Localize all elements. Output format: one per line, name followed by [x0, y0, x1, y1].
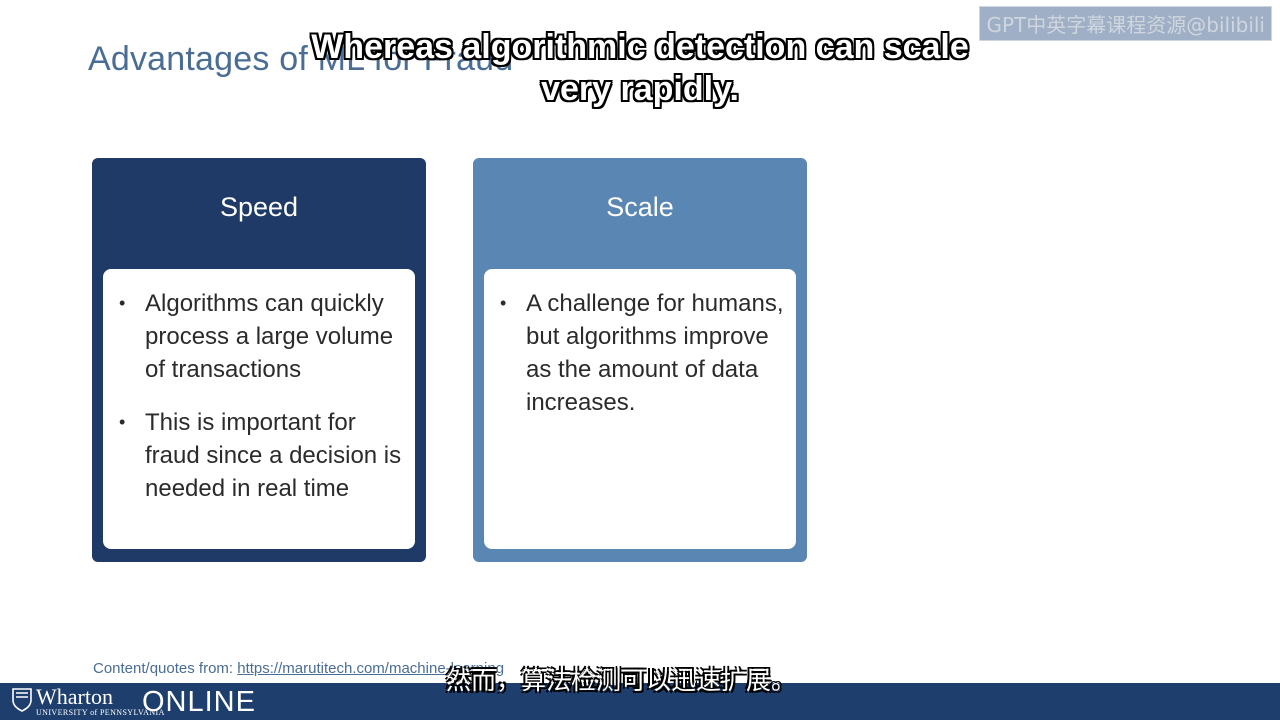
- bullet-list: • A challenge for humans, but algorithms…: [496, 287, 784, 419]
- bullet-text: Algorithms can quickly process a large v…: [145, 290, 394, 383]
- brand-bar: [0, 683, 1280, 720]
- card-body: • Algorithms can quickly process a large…: [103, 269, 415, 549]
- card-body: • A challenge for humans, but algorithms…: [484, 269, 796, 549]
- card-title: Scale: [606, 192, 674, 222]
- bullet-dot-icon: •: [119, 412, 126, 432]
- slide-title: Advantages of ML for Fraud: [88, 40, 514, 78]
- subtitle-english: Whereas algorithmic detection can scale …: [311, 28, 969, 108]
- watermark: GPT中英字幕课程资源@bilibili: [979, 6, 1272, 41]
- bullet-dot-icon: •: [500, 293, 507, 313]
- bullet-item: • This is important for fraud since a de…: [115, 406, 403, 505]
- card-title: Speed: [219, 192, 299, 222]
- bullet-dot-icon: •: [119, 293, 126, 313]
- bullet-text: This is important for fraud since a deci…: [145, 409, 402, 502]
- penn-shield-icon: [12, 688, 32, 712]
- card-speed: Speed • Algorithms can quickly process a…: [92, 158, 426, 562]
- bullet-text: A challenge for humans, but algorithms i…: [526, 290, 784, 416]
- brand-university: UNIVERSITY of PENNSYLVANIA: [36, 708, 165, 717]
- card-scale: Scale • A challenge for humans, but algo…: [473, 158, 807, 562]
- subtitle-chinese: 然而，算法检测可以迅速扩展。: [446, 666, 797, 695]
- bullet-item: • Algorithms can quickly process a large…: [115, 287, 403, 386]
- brand-online: ONLINE: [142, 686, 256, 718]
- bullet-item: • A challenge for humans, but algorithms…: [496, 287, 784, 419]
- source-label: Content/quotes from:: [93, 660, 234, 677]
- source-citation: Content/quotes from: https://marutitech.…: [93, 660, 504, 677]
- brand-name: Wharton: [36, 684, 113, 709]
- source-link[interactable]: https://marutitech.com/machine-learning: [237, 660, 505, 677]
- bullet-list: • Algorithms can quickly process a large…: [115, 287, 403, 505]
